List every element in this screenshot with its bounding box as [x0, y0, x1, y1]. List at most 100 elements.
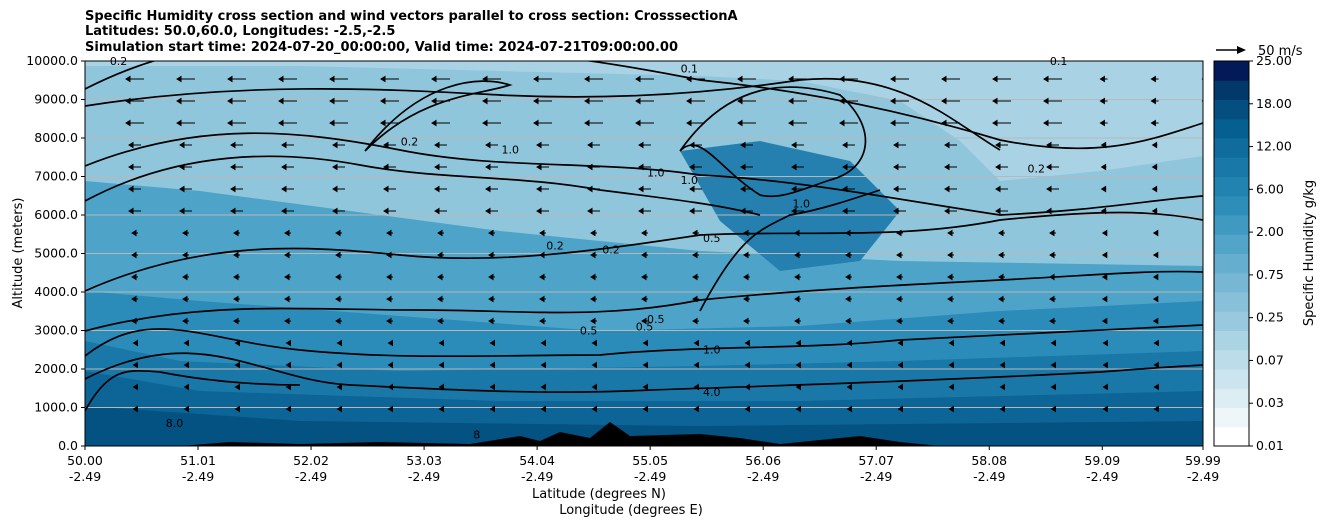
colorbar-segment	[1214, 215, 1249, 235]
wind-vector	[386, 273, 393, 281]
colorbar-segment	[1214, 176, 1249, 197]
contour-label: 0.5	[703, 232, 721, 245]
wind-vector	[842, 163, 855, 171]
wind-vector	[743, 251, 750, 259]
wind-vector	[1100, 141, 1107, 149]
wind-vector	[1102, 339, 1108, 347]
y-tick-label: 5000.0	[34, 246, 78, 261]
wind-vector	[176, 97, 195, 105]
wind-vector	[890, 97, 909, 105]
wind-vector	[281, 207, 294, 215]
wind-vector	[1152, 273, 1159, 281]
contour-line	[85, 352, 1203, 393]
colorbar-segment	[1214, 99, 1249, 120]
wind-vector	[1150, 75, 1159, 83]
wind-vector	[482, 97, 501, 105]
wind-vector	[896, 317, 903, 325]
y-tick-label: 7000.0	[34, 169, 78, 184]
wind-vector	[128, 185, 141, 193]
x-axis-label-latitude: Latitude (degrees N)	[532, 487, 666, 502]
wind-vector	[179, 163, 192, 171]
wind-vector	[591, 405, 597, 413]
wind-vector	[842, 207, 855, 215]
wind-vector	[278, 119, 297, 127]
wind-vector	[284, 273, 291, 281]
wind-vector	[434, 185, 447, 193]
wind-vector	[689, 185, 702, 193]
wind-vector	[743, 229, 750, 237]
quiver-key-label: 50 m/s	[1258, 44, 1303, 59]
wind-vector	[893, 185, 906, 193]
wind-vector	[482, 75, 501, 83]
wind-vector	[179, 185, 192, 193]
wind-vector	[642, 339, 648, 347]
wind-vector	[638, 141, 651, 149]
wind-vector	[839, 97, 858, 105]
wind-vector	[431, 75, 450, 83]
wind-vector	[948, 405, 954, 413]
wind-vector	[794, 295, 801, 303]
wind-vector	[540, 405, 546, 413]
wind-vector	[846, 339, 852, 347]
wind-vector	[132, 383, 138, 391]
wind-vector	[845, 295, 852, 303]
wind-vector	[591, 361, 597, 369]
contour-line	[85, 211, 1203, 292]
wind-vector	[686, 119, 705, 127]
wind-vector	[686, 97, 705, 105]
wind-vector	[183, 339, 189, 347]
chart-title-line-1: Specific Humidity cross section and wind…	[85, 9, 738, 24]
wind-vector	[230, 141, 243, 149]
wind-vector	[329, 75, 348, 83]
wind-vector	[329, 97, 348, 105]
contour-label: 0.5	[647, 313, 665, 326]
wind-vector	[1151, 141, 1158, 149]
wind-vector	[795, 361, 801, 369]
wind-vector	[744, 361, 750, 369]
wind-vector	[335, 273, 342, 281]
wind-vector	[489, 405, 495, 413]
wind-vector	[995, 163, 1008, 171]
colorbar-segment	[1214, 388, 1249, 408]
wind-vector	[846, 383, 852, 391]
wind-vector	[896, 229, 903, 237]
contour-line	[85, 324, 1203, 358]
wind-vector	[533, 75, 552, 83]
wind-vector	[1102, 361, 1108, 369]
wind-vector	[1050, 405, 1056, 413]
wind-vectors	[125, 75, 1209, 413]
wind-vector	[284, 229, 291, 237]
humidity-band	[85, 61, 1203, 181]
wind-vector	[846, 405, 852, 413]
wind-vector	[740, 185, 753, 193]
wind-vector	[795, 383, 801, 391]
wind-vector	[488, 295, 495, 303]
wind-vector	[638, 163, 651, 171]
wind-vector	[1049, 273, 1056, 281]
wind-vector	[131, 251, 138, 259]
wind-vector	[794, 251, 801, 259]
wind-vector	[437, 251, 444, 259]
wind-vector	[380, 97, 399, 105]
wind-vector	[438, 361, 444, 369]
wind-vector	[438, 405, 444, 413]
wind-vector	[845, 229, 852, 237]
wind-vector	[897, 383, 903, 391]
wind-vector	[740, 207, 753, 215]
wind-vector	[1205, 319, 1209, 324]
colorbar-segment	[1214, 157, 1249, 177]
wind-vector	[233, 251, 240, 259]
wind-vector	[539, 251, 546, 259]
wind-vector	[539, 295, 546, 303]
wind-vector	[488, 273, 495, 281]
wind-vector	[1100, 185, 1107, 193]
wind-vector	[693, 361, 699, 369]
wind-vector	[1205, 363, 1209, 368]
wind-vector	[132, 361, 138, 369]
wind-vector	[845, 273, 852, 281]
x-tick-label-lat: 59.99	[1185, 453, 1221, 468]
wind-vector	[336, 383, 342, 391]
wind-vector	[692, 295, 699, 303]
x-tick-label-lon: -2.49	[69, 469, 101, 484]
wind-vector	[842, 141, 855, 149]
